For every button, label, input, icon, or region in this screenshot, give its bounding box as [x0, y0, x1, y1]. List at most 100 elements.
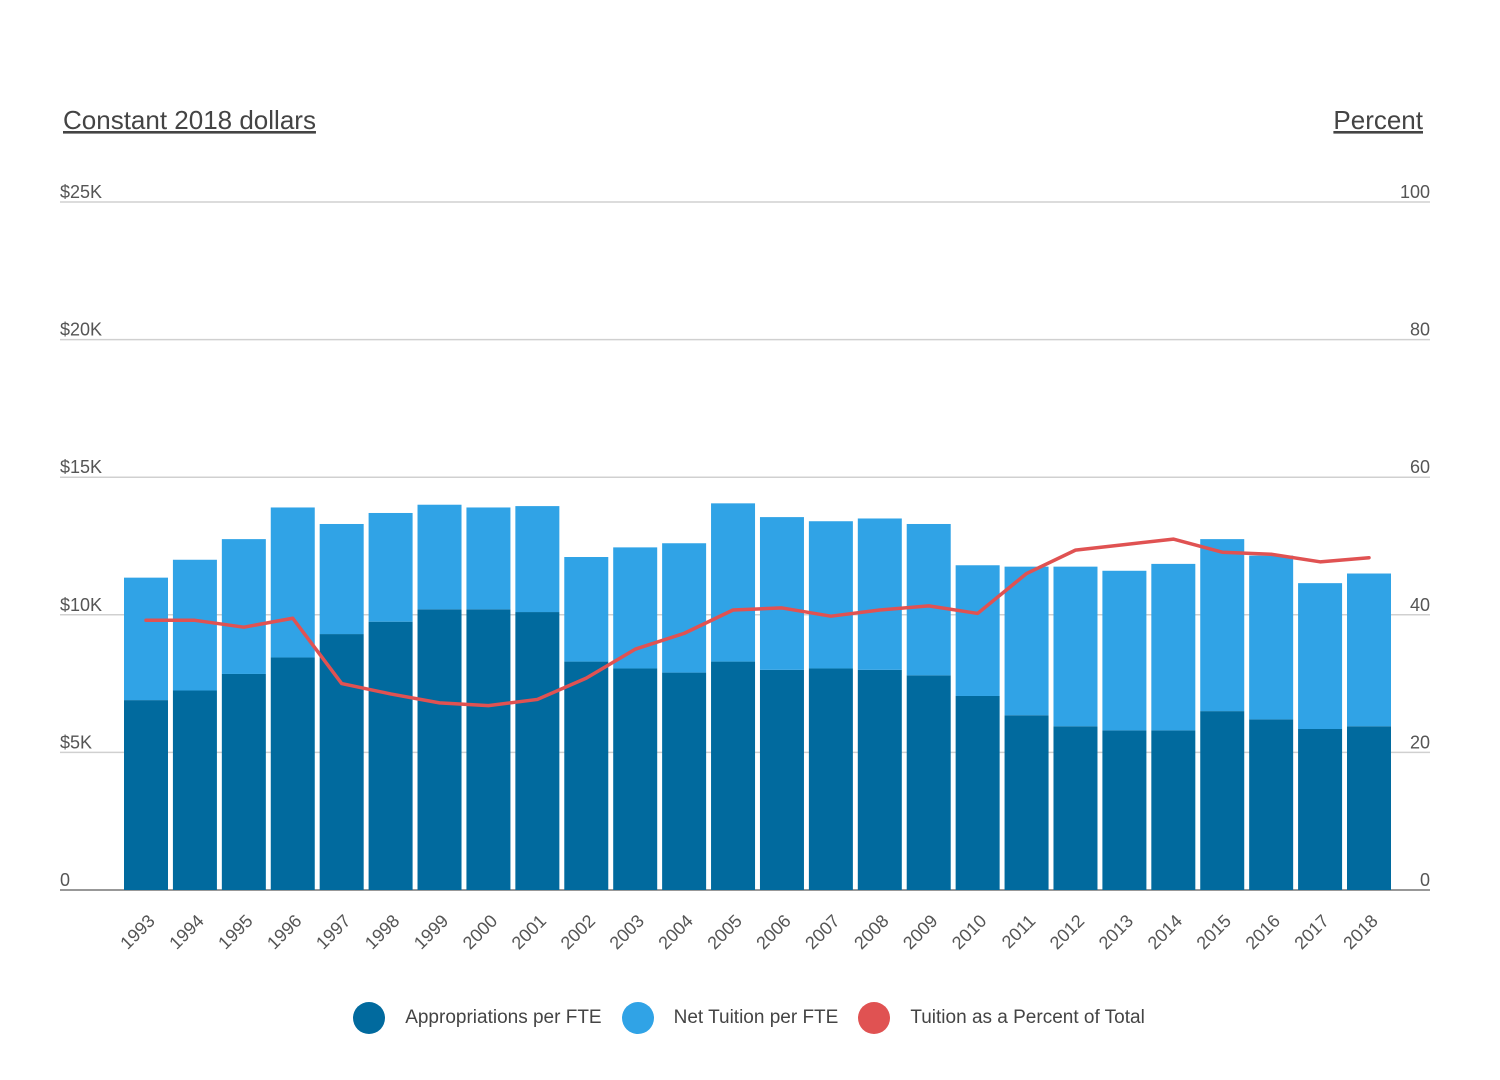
bar-net-tuition[interactable] [319, 523, 364, 635]
x-tick-label: 2017 [1290, 911, 1332, 953]
bar-appropriations[interactable] [1004, 715, 1049, 890]
bar-appropriations[interactable] [857, 669, 902, 890]
bar-net-tuition[interactable] [417, 504, 462, 610]
x-tick-label: 1997 [312, 911, 354, 953]
bar-appropriations[interactable] [515, 612, 560, 890]
bar-appropriations[interactable] [1053, 726, 1098, 890]
left-tick-label: $15K [60, 457, 102, 477]
bar-net-tuition[interactable] [1249, 555, 1294, 720]
bar-appropriations[interactable] [417, 609, 462, 890]
bar-appropriations[interactable] [270, 657, 315, 890]
right-tick-label: 60 [1410, 457, 1430, 477]
x-tick-label: 2012 [1046, 911, 1088, 953]
bar-net-tuition[interactable] [368, 512, 413, 622]
bar-net-tuition[interactable] [955, 565, 1000, 696]
percent-line [144, 537, 1371, 708]
bar-appropriations[interactable] [662, 672, 707, 890]
bar-net-tuition[interactable] [759, 517, 804, 670]
x-tick-label: 2011 [998, 911, 1040, 953]
bar-appropriations[interactable] [1200, 711, 1245, 890]
bar-appropriations[interactable] [124, 700, 168, 890]
right-tick-label: 100 [1400, 182, 1430, 202]
bar-appropriations[interactable] [711, 661, 756, 890]
bar-appropriations[interactable] [1102, 730, 1147, 890]
bar-net-tuition[interactable] [1004, 566, 1049, 716]
bar-appropriations[interactable] [613, 668, 658, 890]
bar-appropriations[interactable] [564, 661, 609, 890]
x-tick-label: 1995 [214, 911, 256, 953]
bar-net-tuition[interactable] [1053, 566, 1098, 727]
right-tick-label: 40 [1410, 595, 1430, 615]
bar-net-tuition[interactable] [1298, 583, 1343, 730]
x-tick-label: 2014 [1144, 911, 1186, 953]
bar-net-tuition[interactable] [662, 543, 707, 673]
legend-swatch-net-tuition [621, 1002, 654, 1034]
x-tick-label: 1996 [263, 911, 305, 953]
bar-net-tuition[interactable] [172, 559, 217, 691]
bar-net-tuition[interactable] [711, 503, 756, 662]
right-tick-label: 20 [1410, 732, 1430, 752]
bar-net-tuition[interactable] [124, 577, 168, 701]
bar-appropriations[interactable] [368, 621, 413, 890]
bar-net-tuition[interactable] [857, 518, 902, 670]
x-tick-label: 2010 [948, 911, 990, 953]
bars [124, 503, 1391, 890]
bar-appropriations[interactable] [172, 690, 217, 890]
left-tick-label: $20K [60, 320, 102, 340]
bar-appropriations[interactable] [1347, 726, 1391, 890]
legend-item-appropriations[interactable]: Appropriations per FTE [353, 1002, 603, 1034]
bar-net-tuition[interactable] [1200, 539, 1245, 712]
bar-appropriations[interactable] [1151, 730, 1196, 890]
x-tick-label: 1998 [361, 911, 403, 953]
x-tick-label: 2003 [606, 911, 648, 953]
legend-label-net-tuition: Net Tuition per FTE [673, 1007, 839, 1028]
bar-net-tuition[interactable] [1151, 563, 1196, 731]
x-tick-label: 2002 [557, 911, 599, 953]
left-axis-title: Constant 2018 dollars [63, 105, 316, 135]
bar-appropriations[interactable] [466, 609, 511, 890]
x-tick-label: 1999 [410, 911, 452, 953]
left-tick-label: $10K [60, 595, 102, 615]
bar-appropriations[interactable] [955, 695, 1000, 890]
left-tick-label: $25K [60, 182, 102, 202]
x-tick-label: 2004 [654, 911, 696, 953]
bar-net-tuition[interactable] [515, 506, 560, 613]
bar-net-tuition[interactable] [270, 507, 315, 658]
x-tick-label: 2006 [752, 911, 794, 953]
legend-item-net-tuition[interactable]: Net Tuition per FTE [621, 1002, 841, 1034]
x-tick-label: 2001 [508, 911, 550, 953]
legend-label-appropriations: Appropriations per FTE [405, 1007, 602, 1028]
bar-net-tuition[interactable] [1102, 570, 1147, 731]
bar-appropriations[interactable] [759, 669, 804, 890]
x-tick-label: 2008 [850, 911, 892, 953]
legend-label-tuition-percent: Tuition as a Percent of Total [910, 1007, 1145, 1028]
x-tick-label: 2000 [459, 911, 501, 953]
bar-net-tuition[interactable] [808, 521, 853, 669]
bar-net-tuition[interactable] [466, 507, 511, 610]
right-axis-title: Percent [1333, 105, 1423, 135]
x-tick-label: 2005 [703, 911, 745, 953]
bar-appropriations[interactable] [221, 673, 266, 890]
bar-appropriations[interactable] [1249, 719, 1294, 890]
bar-appropriations[interactable] [1298, 729, 1343, 890]
bar-appropriations[interactable] [906, 675, 951, 890]
right-tick-label: 0 [1420, 870, 1430, 890]
bar-net-tuition[interactable] [906, 523, 951, 676]
bar-net-tuition[interactable] [1347, 573, 1391, 727]
legend: Appropriations per FTE Net Tuition per F… [0, 998, 1500, 1038]
line-tuition-percent[interactable] [144, 537, 1371, 708]
left-tick-label: 0 [60, 870, 70, 890]
x-tick-label: 2007 [801, 911, 843, 953]
right-tick-label: 80 [1410, 320, 1430, 340]
bar-appropriations[interactable] [808, 668, 853, 890]
x-tick-label: 2013 [1095, 911, 1137, 953]
x-tick-label: 2015 [1193, 911, 1235, 953]
bar-net-tuition[interactable] [221, 539, 266, 674]
bar-net-tuition[interactable] [564, 557, 609, 662]
bar-appropriations[interactable] [319, 634, 364, 890]
left-tick-label: $5K [60, 732, 92, 752]
legend-swatch-tuition-percent [858, 1002, 891, 1034]
x-tick-label: 2018 [1339, 911, 1381, 953]
legend-item-tuition-percent[interactable]: Tuition as a Percent of Total [858, 1002, 1146, 1034]
